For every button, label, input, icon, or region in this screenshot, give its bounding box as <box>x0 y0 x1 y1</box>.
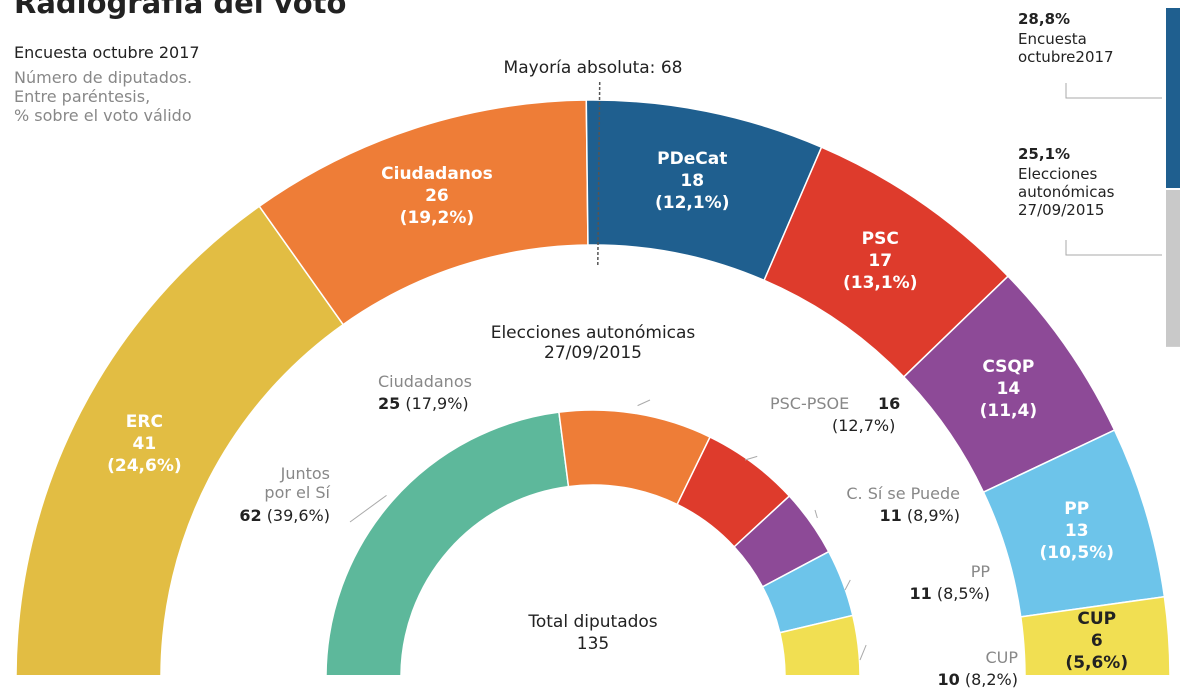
segment-share: (11,4) <box>979 400 1038 421</box>
inner-seats: 25 <box>378 394 401 413</box>
leader-line <box>844 579 851 591</box>
segment-seats: 26 <box>425 185 449 206</box>
segment <box>15 205 345 675</box>
total-label: Total diputados <box>528 612 658 632</box>
bar-category: Encuesta octubre2017 <box>1018 30 1114 66</box>
inner-title: Elecciones autonómicas 27/09/2015 <box>490 323 696 364</box>
inner-seats: 11 <box>879 506 902 525</box>
inner-value: 16 <box>878 394 900 413</box>
segment-seats: 6 <box>1090 630 1103 651</box>
title: Radiografía del voto <box>14 0 347 20</box>
majority-label: Mayoría absoluta: 68 <box>503 58 683 78</box>
subtitle: Encuesta octubre 2017 <box>14 43 200 62</box>
bar-value: 25,1% <box>1018 145 1071 163</box>
inner-name: C. Sí se Puede <box>846 484 960 503</box>
leader-line <box>744 455 758 461</box>
segment-name: PP <box>1064 499 1090 520</box>
segment-name: PDeCat <box>657 148 728 169</box>
chart <box>15 8 1180 675</box>
total-value: 135 <box>576 634 610 654</box>
segment-seats: 41 <box>132 434 157 455</box>
segment-name: Ciudadanos <box>381 163 493 184</box>
segment-seats: 18 <box>680 170 705 191</box>
inner-name: PSC-PSOE <box>770 394 850 413</box>
segment-seats: 13 <box>1064 521 1089 542</box>
leader-line <box>859 644 867 661</box>
segment-name: CSQP <box>982 356 1035 377</box>
segment-seats: 17 <box>868 250 893 271</box>
bar-segment <box>1166 8 1180 188</box>
inner-share: (8,5%) <box>936 584 990 603</box>
page: Radiografía del voto Encuesta octubre 20… <box>14 0 1180 689</box>
bar-value: 28,8% <box>1018 10 1071 28</box>
inner-share: (8,2%) <box>964 670 1018 689</box>
connector <box>1065 83 1162 99</box>
segment-share: (5,6%) <box>1065 652 1129 673</box>
connector <box>1065 240 1162 256</box>
inner-share: (39,6%) <box>266 506 330 525</box>
inner-value: 11 (8,5%) <box>910 584 991 603</box>
inner-share: (8,9%) <box>906 506 960 525</box>
inner-name: Ciudadanos <box>378 372 472 391</box>
inner-seats: 10 <box>937 670 960 689</box>
leader-line <box>349 494 387 523</box>
inner-value: 10 (8,2%) <box>938 670 1019 689</box>
inner-share: (12,7%) <box>832 416 896 435</box>
segment-share: (12,1%) <box>654 192 730 213</box>
segment-share: (13,1%) <box>842 272 918 293</box>
segment <box>778 614 861 675</box>
segment-share: (10,5%) <box>1039 543 1115 564</box>
bar-category: Elecciones autonómicas 27/09/2015 <box>1018 165 1115 219</box>
inner-seats: 11 <box>909 584 932 603</box>
segment-name: ERC <box>125 412 163 433</box>
inner-name: PP <box>970 562 990 581</box>
inner-value: 11 (8,9%) <box>880 506 961 525</box>
segment-share: (19,2%) <box>399 207 475 228</box>
segment-share: (24,6%) <box>107 456 182 477</box>
segment-name: CUP <box>1077 608 1117 629</box>
inner-value: 62 (39,6%) <box>239 506 330 525</box>
segment-seats: 14 <box>996 378 1021 399</box>
segment <box>1019 595 1171 675</box>
inner-value: 25 (17,9%) <box>378 394 469 413</box>
bar-segment <box>1166 190 1180 347</box>
inner-name: Juntos por el Sí <box>264 464 330 503</box>
inner-name: CUP <box>985 648 1018 667</box>
note: Número de diputados. Entre paréntesis, %… <box>14 68 193 126</box>
inner-seats: 62 <box>239 506 262 525</box>
inner-share: (17,9%) <box>405 394 469 413</box>
majority-line <box>597 82 601 266</box>
leader-line <box>814 509 818 519</box>
segment-name: PSC <box>861 228 899 249</box>
segment <box>325 411 570 675</box>
inner-seats: 16 <box>878 394 901 413</box>
leader-line <box>637 399 651 407</box>
